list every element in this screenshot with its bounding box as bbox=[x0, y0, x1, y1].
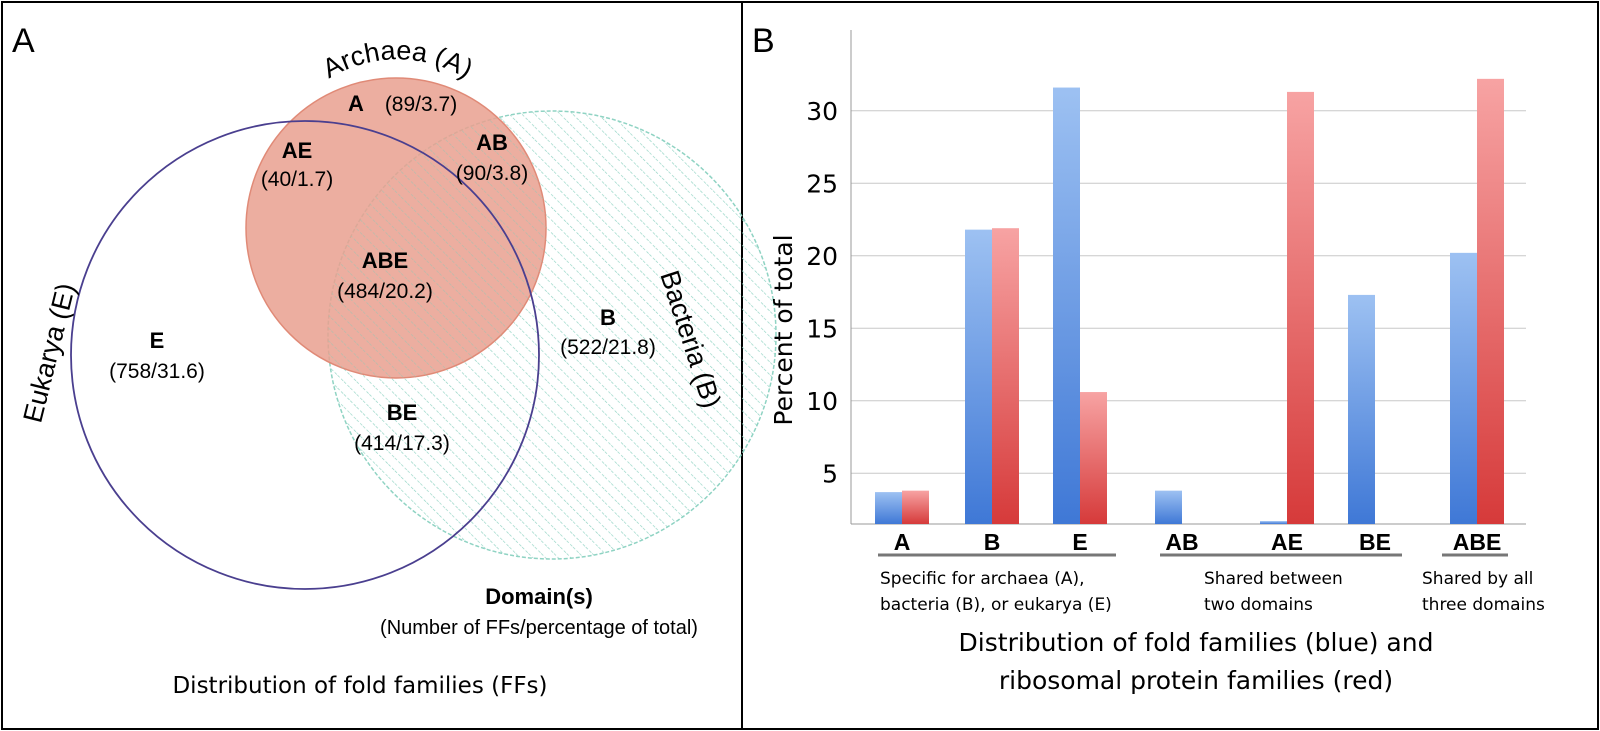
group-label-shared-all-line1: Shared by all bbox=[1422, 569, 1533, 589]
bar-series-2-A bbox=[902, 490, 929, 524]
eukarya-circle bbox=[70, 120, 540, 590]
bar-series-2-B bbox=[992, 228, 1019, 524]
bar-series-1-ABE bbox=[1450, 252, 1477, 524]
region-a-value: (89/3.7) bbox=[385, 93, 457, 116]
group-label-shared-two-line1: Shared between bbox=[1204, 569, 1343, 589]
bar-series-1-AB bbox=[1155, 490, 1182, 524]
panel-b-letter: B bbox=[752, 22, 775, 60]
region-ae-label: AE bbox=[282, 138, 313, 163]
category-label: AB bbox=[1165, 529, 1198, 555]
category-label: BE bbox=[1359, 529, 1391, 555]
bar-series-2-ABE bbox=[1477, 78, 1504, 524]
region-b-value: (522/21.8) bbox=[560, 336, 656, 359]
bar-series-1-A bbox=[875, 492, 902, 524]
group-label-specific-line2: bacteria (B), or eukarya (E) bbox=[880, 595, 1112, 615]
region-b-label: B bbox=[600, 305, 616, 330]
category-label: ABE bbox=[1453, 529, 1502, 555]
region-ab-value: (90/3.8) bbox=[456, 162, 528, 185]
region-abe: ABE (484/20.2) bbox=[337, 248, 433, 303]
region-be-value: (414/17.3) bbox=[354, 432, 450, 455]
venn-key-subtitle: (Number of FFs/percentage of total) bbox=[380, 617, 698, 639]
region-ab: AB (90/3.8) bbox=[456, 130, 528, 185]
region-ae: AE (40/1.7) bbox=[261, 138, 333, 191]
gridlines bbox=[851, 110, 1526, 474]
region-a: A (89/3.7) bbox=[348, 91, 457, 116]
y-axis-label: Percent of total bbox=[769, 234, 798, 425]
y-tick-label: 15 bbox=[806, 314, 838, 343]
y-tick-label: 20 bbox=[806, 242, 838, 271]
region-abe-value: (484/20.2) bbox=[337, 280, 433, 303]
archaea-label: Archaea (A) bbox=[318, 35, 479, 84]
panel-a: A Archaea (A) Bacteria (B) Eukarya (E) A… bbox=[12, 22, 777, 699]
group-label-shared-all-line2: three domains bbox=[1422, 595, 1545, 615]
category-label: A bbox=[894, 529, 911, 555]
region-ab-label: AB bbox=[476, 130, 508, 155]
panel-b-caption-line2: ribosomal protein families (red) bbox=[999, 666, 1393, 695]
group-label-specific-line1: Specific for archaea (A), bbox=[880, 569, 1085, 589]
group-label-shared-two-line2: two domains bbox=[1204, 595, 1313, 615]
bar-series-1-AE bbox=[1260, 521, 1287, 524]
bar-series-2-AE bbox=[1287, 91, 1314, 525]
y-tick-label: 10 bbox=[806, 387, 838, 416]
region-be-label: BE bbox=[387, 400, 418, 425]
category-labels: A B E AB AE BE ABE bbox=[894, 529, 1502, 555]
bar-series-1-BE bbox=[1348, 294, 1375, 524]
region-e: E (758/31.6) bbox=[109, 328, 205, 383]
y-tick-labels: 5 10 15 20 25 30 bbox=[806, 97, 838, 489]
region-e-label: E bbox=[150, 328, 165, 353]
region-be: BE (414/17.3) bbox=[354, 400, 450, 455]
y-tick-label: 30 bbox=[806, 97, 838, 126]
region-b: B (522/21.8) bbox=[560, 305, 656, 359]
archaea-bacteria-overlap-hatch bbox=[328, 111, 546, 378]
y-tick-label: 5 bbox=[822, 459, 838, 488]
bar-series-1-B bbox=[965, 229, 992, 524]
venn-key-title: Domain(s) bbox=[485, 584, 593, 609]
bar-series-2-E bbox=[1080, 392, 1107, 524]
panel-b-caption-line1: Distribution of fold families (blue) and bbox=[959, 628, 1434, 657]
bar-series-1-E bbox=[1053, 87, 1080, 525]
region-abe-label: ABE bbox=[362, 248, 408, 273]
region-a-label: A bbox=[348, 91, 364, 116]
panel-a-letter: A bbox=[12, 22, 35, 60]
category-label: AE bbox=[1271, 529, 1303, 555]
region-e-value: (758/31.6) bbox=[109, 360, 205, 383]
bars bbox=[875, 78, 1504, 525]
category-label: B bbox=[984, 529, 1001, 555]
category-label: E bbox=[1072, 529, 1087, 555]
y-tick-label: 25 bbox=[806, 169, 838, 198]
panel-a-caption: Distribution of fold families (FFs) bbox=[172, 673, 547, 699]
region-ae-value: (40/1.7) bbox=[261, 168, 333, 191]
archaea-label-text: Archaea (A) bbox=[318, 35, 479, 84]
